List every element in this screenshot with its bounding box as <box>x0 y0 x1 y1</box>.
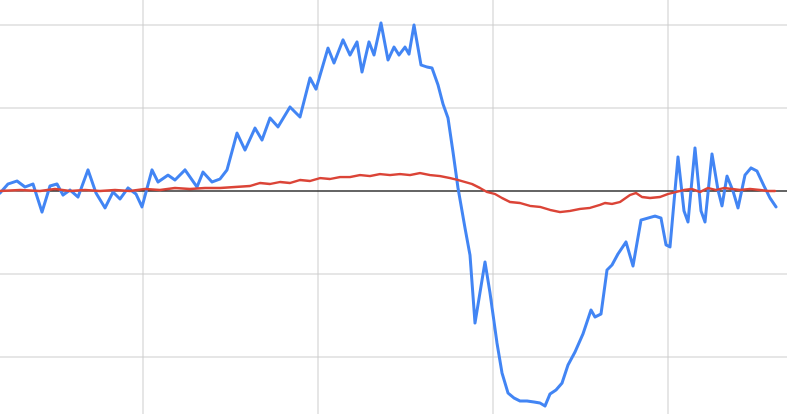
red-series-line <box>0 171 777 214</box>
blue-series-line <box>0 21 778 408</box>
